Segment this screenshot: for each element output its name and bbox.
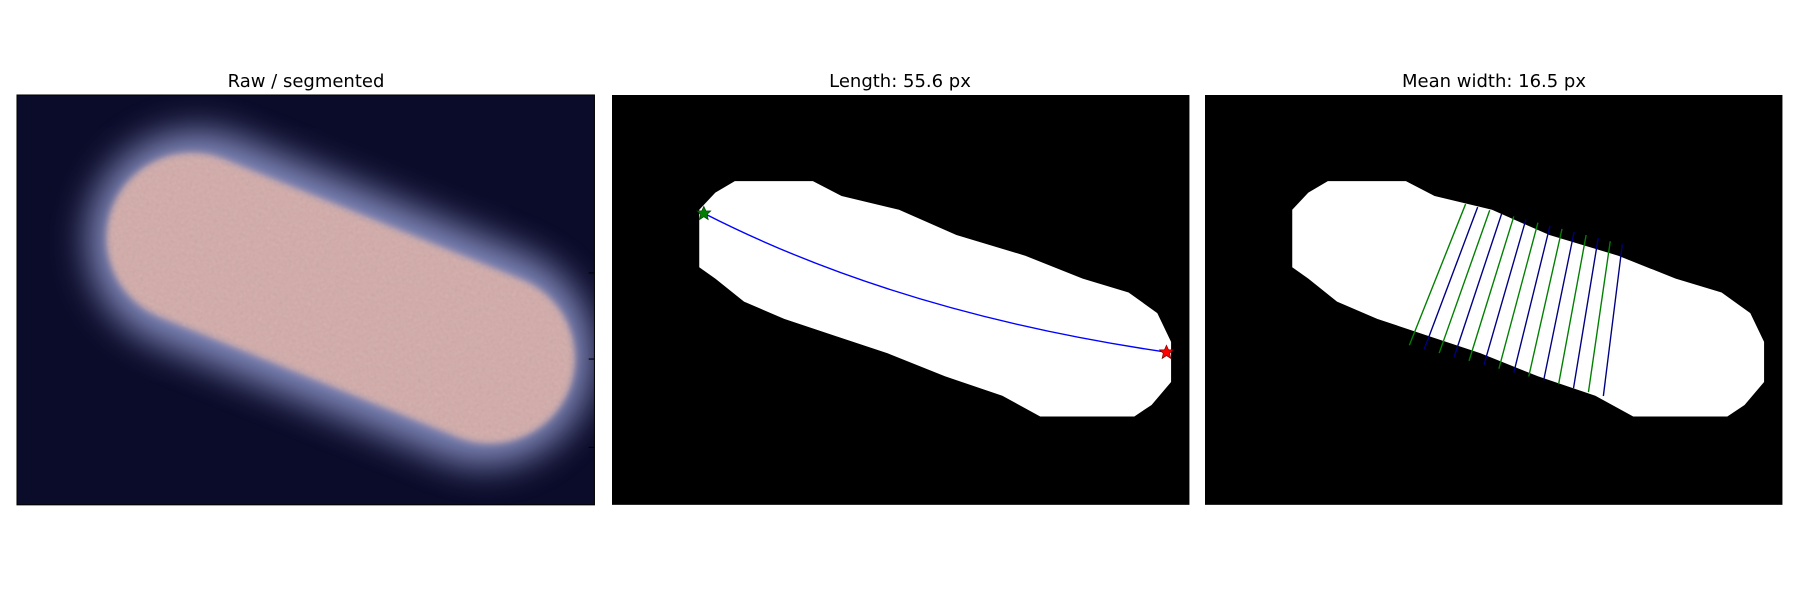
panel-title: Length: 55.6 px xyxy=(829,71,971,92)
panel-title: Mean width: 16.5 px xyxy=(1402,71,1586,92)
frame xyxy=(16,94,595,506)
panel-title: Raw / segmented xyxy=(228,71,385,92)
width-line xyxy=(1542,231,1575,381)
width-line xyxy=(1408,203,1467,346)
length-panel xyxy=(612,95,1190,505)
width-line xyxy=(1498,222,1539,369)
centerline xyxy=(703,212,1167,353)
width-line xyxy=(1513,225,1551,373)
end-marker xyxy=(1158,344,1175,360)
width-line xyxy=(1587,241,1611,393)
width-line xyxy=(1572,238,1599,389)
width-line xyxy=(1602,244,1623,397)
width-line xyxy=(1483,219,1527,365)
width-line xyxy=(1453,213,1503,358)
cell-texture xyxy=(106,153,575,444)
width-line xyxy=(1468,216,1515,362)
raw-panel xyxy=(16,94,595,506)
width-line xyxy=(1423,206,1479,350)
start-marker xyxy=(696,205,712,221)
width-line xyxy=(1528,228,1563,377)
width-line xyxy=(1557,234,1587,385)
width-panel xyxy=(1205,95,1783,505)
width-line xyxy=(1438,210,1491,354)
